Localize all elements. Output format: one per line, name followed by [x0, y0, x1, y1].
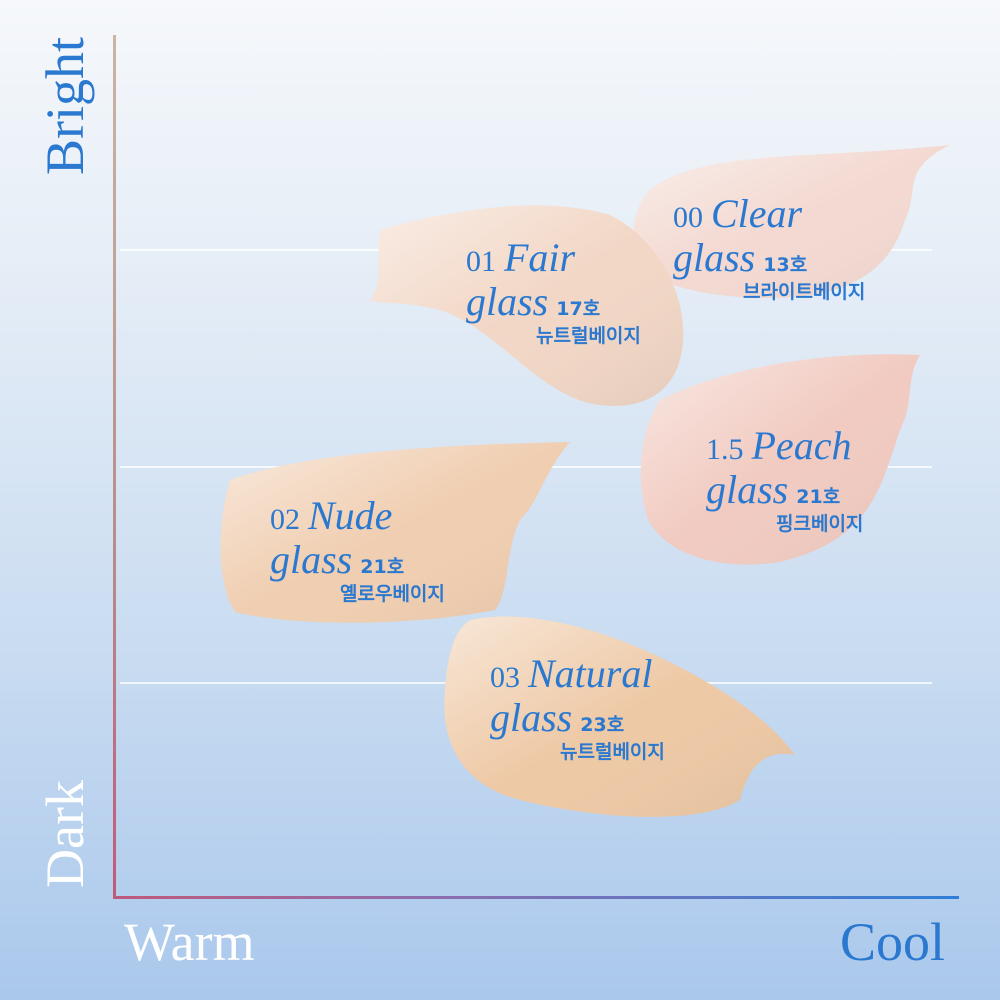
axis-label-cool: Cool [840, 912, 946, 972]
swatch-nude-glass [220, 442, 570, 623]
shade-number: 03 [490, 661, 520, 694]
shade-number: 01 [466, 245, 496, 278]
shade-name: Fair [504, 235, 576, 280]
swatch-fair-glass [370, 205, 684, 406]
shade-code: 21호 [796, 486, 841, 508]
shade-name-line2: glass [466, 279, 549, 324]
shade-label-natural-glass: 03 Natural glass 23호 뉴트럴베이지 [490, 652, 665, 764]
shade-number: 02 [270, 503, 300, 536]
shade-number: 1.5 [706, 433, 744, 466]
shade-tone: 뉴트럴베이지 [536, 325, 641, 347]
shade-tone: 브라이트베이지 [743, 281, 866, 303]
shade-label-clear-glass: 00 Clear glass 13호 브라이트베이지 [673, 192, 865, 304]
shade-tone: 핑크베이지 [776, 513, 864, 535]
shade-tone: 옐로우베이지 [340, 583, 445, 605]
x-axis [113, 896, 959, 899]
shade-code: 23호 [580, 714, 625, 736]
shade-code: 21호 [360, 556, 405, 578]
swatch-peach-glass [640, 354, 920, 565]
shade-name-line2: glass [270, 537, 353, 582]
shade-name: Natural [528, 651, 653, 696]
shade-label-nude-glass: 02 Nude glass 21호 옐로우베이지 [270, 494, 445, 606]
shade-number: 00 [673, 201, 703, 234]
shade-name-line2: glass [706, 467, 789, 512]
axis-label-warm: Warm [124, 912, 255, 972]
swatch-natural-glass [444, 616, 795, 817]
y-axis [113, 35, 116, 899]
shade-name: Clear [711, 191, 803, 236]
shade-label-fair-glass: 01 Fair glass 17호 뉴트럴베이지 [466, 236, 641, 348]
swatch-clear-glass [631, 145, 950, 299]
shade-name-line2: glass [673, 235, 756, 280]
shade-tone: 뉴트럴베이지 [560, 741, 665, 763]
shade-name: Peach [751, 423, 852, 468]
shade-code: 17호 [556, 298, 601, 320]
shade-code: 13호 [763, 254, 808, 276]
shade-label-peach-glass: 1.5 Peach glass 21호 핑크베이지 [706, 424, 863, 536]
shade-name: Nude [308, 493, 393, 538]
shade-name-line2: glass [490, 695, 573, 740]
